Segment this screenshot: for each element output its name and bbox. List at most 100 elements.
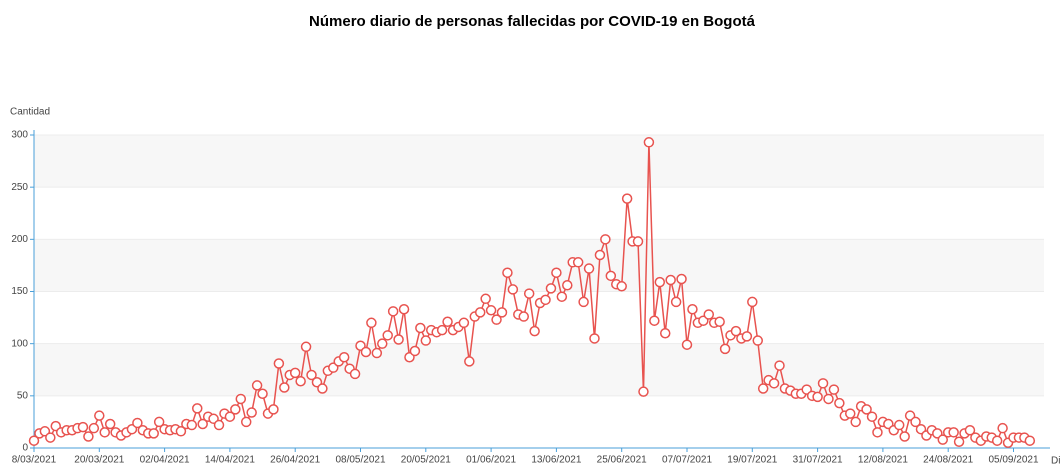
data-point bbox=[583, 263, 595, 274]
x-axis-label: Di bbox=[1051, 456, 1060, 467]
data-point bbox=[741, 331, 753, 342]
data-point bbox=[360, 346, 372, 358]
data-point bbox=[420, 335, 432, 346]
data-point bbox=[148, 428, 159, 439]
data-point bbox=[757, 383, 769, 394]
grid-band bbox=[34, 239, 1044, 292]
data-point bbox=[845, 408, 856, 419]
data-point bbox=[279, 382, 290, 393]
data-point bbox=[458, 317, 470, 329]
data-point bbox=[540, 294, 551, 306]
data-point bbox=[224, 411, 236, 422]
data-point bbox=[132, 417, 143, 429]
data-point bbox=[730, 325, 742, 337]
data-point bbox=[382, 330, 393, 341]
data-point bbox=[442, 316, 453, 328]
data-point bbox=[371, 347, 383, 359]
data-point bbox=[594, 249, 606, 261]
data-point bbox=[676, 273, 687, 285]
data-point bbox=[268, 404, 279, 415]
data-point bbox=[747, 296, 758, 308]
x-tick-label: 20/03/2021 bbox=[74, 455, 124, 466]
data-point bbox=[600, 234, 611, 245]
data-point bbox=[317, 383, 328, 394]
x-tick-label: 12/08/2021 bbox=[858, 455, 908, 466]
data-point bbox=[953, 436, 965, 447]
data-point bbox=[823, 393, 834, 405]
x-tick-label: 14/04/2021 bbox=[205, 455, 255, 466]
data-point bbox=[77, 421, 89, 433]
x-tick-label: 25/06/2021 bbox=[597, 455, 647, 466]
data-point bbox=[393, 334, 404, 345]
data-point bbox=[752, 335, 763, 346]
data-point bbox=[491, 314, 502, 325]
data-point bbox=[768, 378, 780, 389]
data-point bbox=[186, 419, 198, 431]
data-point bbox=[964, 425, 976, 436]
data-point bbox=[300, 341, 312, 353]
data-point bbox=[654, 276, 666, 288]
data-point bbox=[812, 391, 823, 403]
grid-band bbox=[34, 343, 1044, 396]
data-point bbox=[687, 303, 698, 315]
data-point bbox=[257, 388, 268, 399]
x-tick-label: 26/04/2021 bbox=[270, 455, 320, 466]
data-point bbox=[991, 435, 1003, 446]
data-point bbox=[659, 327, 671, 339]
data-point bbox=[649, 315, 660, 326]
data-point bbox=[1024, 435, 1036, 446]
x-tick-label: 02/04/2021 bbox=[140, 455, 190, 466]
data-point bbox=[502, 267, 513, 278]
x-tick-label: 8/03/2021 bbox=[12, 455, 57, 466]
data-point bbox=[485, 305, 497, 316]
data-point bbox=[235, 393, 247, 405]
data-point bbox=[545, 283, 557, 294]
data-point bbox=[562, 279, 573, 291]
data-point bbox=[45, 432, 56, 443]
data-point bbox=[398, 303, 410, 315]
data-point bbox=[551, 267, 562, 278]
data-point bbox=[899, 431, 910, 442]
data-point bbox=[621, 193, 633, 204]
grid-band bbox=[34, 135, 1044, 188]
data-point bbox=[681, 339, 693, 350]
data-point bbox=[616, 281, 627, 292]
data-point bbox=[338, 351, 350, 363]
data-point bbox=[474, 307, 486, 318]
data-point bbox=[518, 311, 529, 322]
data-point bbox=[714, 316, 725, 328]
data-point bbox=[866, 411, 878, 422]
data-point bbox=[377, 338, 388, 349]
data-point bbox=[83, 431, 94, 442]
data-point bbox=[387, 306, 399, 317]
data-point bbox=[861, 404, 872, 415]
x-tick-label: 13/06/2021 bbox=[531, 455, 581, 466]
data-point bbox=[213, 419, 225, 431]
data-point bbox=[104, 418, 116, 430]
data-point bbox=[997, 422, 1008, 434]
data-point bbox=[273, 358, 285, 369]
data-point bbox=[28, 435, 40, 446]
y-tick-label: 150 bbox=[11, 286, 28, 297]
y-axis-label: Cantidad bbox=[10, 107, 50, 118]
data-point bbox=[94, 410, 105, 421]
data-point bbox=[632, 236, 644, 247]
data-point bbox=[409, 345, 421, 357]
y-tick-label: 250 bbox=[11, 182, 28, 193]
x-tick-label: 05/09/2021 bbox=[988, 455, 1038, 466]
x-tick-label: 07/07/2021 bbox=[662, 455, 712, 466]
data-point bbox=[719, 343, 731, 355]
x-tick-label: 20/05/2021 bbox=[401, 455, 451, 466]
x-tick-label: 19/07/2021 bbox=[727, 455, 777, 466]
data-point bbox=[893, 419, 905, 431]
data-point bbox=[910, 416, 921, 428]
data-point bbox=[464, 356, 475, 367]
data-point bbox=[817, 378, 829, 389]
data-point bbox=[828, 384, 840, 395]
data-point bbox=[289, 367, 301, 379]
y-tick-label: 50 bbox=[17, 390, 29, 401]
data-point bbox=[415, 322, 426, 334]
data-point bbox=[937, 434, 949, 445]
x-tick-label: 24/08/2021 bbox=[923, 455, 973, 466]
